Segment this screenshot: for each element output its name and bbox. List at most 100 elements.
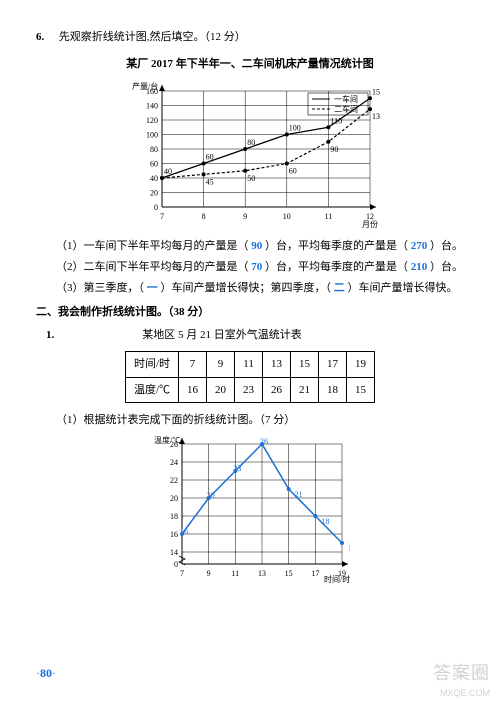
th-17: 17 xyxy=(319,351,347,377)
svg-text:23: 23 xyxy=(233,464,241,473)
svg-text:11: 11 xyxy=(325,212,333,221)
svg-text:15: 15 xyxy=(285,569,293,578)
q2-1-sub1: （1）根据统计表完成下面的折线统计图。（7 分） xyxy=(36,411,464,430)
q6-sub1-c: ）台。 xyxy=(430,240,463,252)
watermark-sub: MXQE.COM xyxy=(440,686,490,701)
th-13: 13 xyxy=(263,351,291,377)
svg-text:90: 90 xyxy=(330,145,338,154)
svg-text:80: 80 xyxy=(247,138,255,147)
table-row: 时间/时 7 9 11 13 15 17 19 xyxy=(125,351,374,377)
th-19: 19 xyxy=(347,351,375,377)
svg-text:140: 140 xyxy=(146,102,158,111)
svg-text:150: 150 xyxy=(372,88,380,97)
svg-text:22: 22 xyxy=(170,476,178,485)
q6-sub3-c: ）车间产量增长得快。 xyxy=(348,282,458,294)
svg-text:21: 21 xyxy=(295,490,303,499)
svg-text:60: 60 xyxy=(150,160,158,169)
svg-text:15: 15 xyxy=(348,544,350,553)
page-number: ·80· xyxy=(36,663,56,683)
svg-text:8: 8 xyxy=(202,212,206,221)
q6-sub2: （2）二车间下半年平均每月的产量是（ 70 ）台，平均每季度的产量是（ 210 … xyxy=(36,258,464,277)
q6-chart: 204060801001201401600789101112产量/台月份一车间二… xyxy=(120,79,380,229)
svg-text:120: 120 xyxy=(146,116,158,125)
q6-number: 6. xyxy=(36,28,56,47)
td-19: 15 xyxy=(347,377,375,403)
td-17: 18 xyxy=(319,377,347,403)
svg-text:60: 60 xyxy=(289,167,297,176)
svg-text:45: 45 xyxy=(206,178,214,187)
q6-sub2-a: （2）二车间下半年平均每月的产量是（ xyxy=(56,261,251,273)
th-11: 11 xyxy=(235,351,263,377)
svg-text:17: 17 xyxy=(311,569,319,578)
svg-text:月份: 月份 xyxy=(362,219,378,229)
td-11: 23 xyxy=(235,377,263,403)
q6-sub1-ans1: 90 xyxy=(251,240,262,252)
svg-text:80: 80 xyxy=(150,145,158,154)
q6-prompt: 先观察折线统计图,然后填空。（12 分） xyxy=(59,31,246,43)
svg-text:100: 100 xyxy=(289,124,301,133)
svg-text:20: 20 xyxy=(207,491,215,500)
q6-sub3-a: （3）第三季度，（ xyxy=(56,282,147,294)
svg-text:7: 7 xyxy=(180,569,184,578)
q6-sub2-ans2: 210 xyxy=(411,261,428,273)
svg-text:20: 20 xyxy=(150,189,158,198)
td-7: 16 xyxy=(179,377,207,403)
q2-1-number: 1. xyxy=(36,326,54,345)
q6-chart-svg: 204060801001201401600789101112产量/台月份一车间二… xyxy=(120,79,380,229)
td-13: 26 xyxy=(263,377,291,403)
td-temp: 温度/℃ xyxy=(125,377,178,403)
q6-sub2-c: ）台。 xyxy=(430,261,463,273)
svg-text:18: 18 xyxy=(321,517,329,526)
q6-sub1-a: （1）一车间下半年平均每月的产量是（ xyxy=(56,240,251,252)
svg-text:一车间: 一车间 xyxy=(334,94,358,104)
q2-1-table-title: 某地区 5 月 21 日室外气温统计表 xyxy=(57,326,387,345)
q6-sub1-b: ）台，平均每季度的产量是（ xyxy=(265,240,411,252)
svg-text:7: 7 xyxy=(160,212,164,221)
svg-text:100: 100 xyxy=(146,131,158,140)
svg-text:20: 20 xyxy=(170,494,178,503)
svg-text:10: 10 xyxy=(283,212,291,221)
svg-text:13: 13 xyxy=(258,569,266,578)
q6-sub2-b: ）台，平均每季度的产量是（ xyxy=(265,261,411,273)
svg-text:110: 110 xyxy=(330,117,342,126)
th-15: 15 xyxy=(291,351,319,377)
svg-text:50: 50 xyxy=(247,174,255,183)
svg-text:11: 11 xyxy=(231,569,239,578)
svg-text:40: 40 xyxy=(164,167,172,176)
svg-text:温度/℃: 温度/℃ xyxy=(154,435,180,445)
q6-sub1: （1）一车间下半年平均每月的产量是（ 90 ）台，平均每季度的产量是（ 270 … xyxy=(36,237,464,256)
table-row: 温度/℃ 16 20 23 26 21 18 15 xyxy=(125,377,374,403)
q6-sub2-ans1: 70 xyxy=(251,261,262,273)
svg-text:产量/台: 产量/台 xyxy=(132,81,158,91)
q2-1-table: 时间/时 7 9 11 13 15 17 19 温度/℃ 16 20 23 26… xyxy=(125,351,375,403)
svg-text:时间/时: 时间/时 xyxy=(324,574,350,584)
svg-text:40: 40 xyxy=(150,174,158,183)
q6-sub3-ans1: 一 xyxy=(147,282,158,294)
q6-line: 6. 先观察折线统计图,然后填空。（12 分） xyxy=(36,28,464,47)
td-9: 20 xyxy=(207,377,235,403)
svg-text:0: 0 xyxy=(174,560,178,569)
svg-text:14: 14 xyxy=(170,548,178,557)
svg-text:26: 26 xyxy=(260,437,268,446)
q2-1-chart-svg: 141618202224260791113151719温度/℃时间/时16202… xyxy=(150,434,350,584)
svg-text:24: 24 xyxy=(170,458,178,467)
svg-text:0: 0 xyxy=(154,203,158,212)
svg-text:9: 9 xyxy=(207,569,211,578)
th-9: 9 xyxy=(207,351,235,377)
q6-chart-title: 某厂 2017 年下半年一、二车间机床产量情况统计图 xyxy=(36,55,464,74)
svg-text:18: 18 xyxy=(170,512,178,521)
svg-text:9: 9 xyxy=(243,212,247,221)
page-num: 80 xyxy=(40,666,52,680)
th-7: 7 xyxy=(179,351,207,377)
q2-1-chart: 141618202224260791113151719温度/℃时间/时16202… xyxy=(150,434,350,584)
td-15: 21 xyxy=(291,377,319,403)
svg-text:135: 135 xyxy=(372,113,380,122)
q6-sub3-b: ）车间产量增长得快；第四季度，（ xyxy=(161,282,334,294)
q2-1-line: 1. 某地区 5 月 21 日室外气温统计表 xyxy=(36,326,464,345)
q6-sub1-ans2: 270 xyxy=(411,240,428,252)
section2-heading: 二、我会制作折线统计图。（38 分） xyxy=(36,303,464,322)
th-time: 时间/时 xyxy=(125,351,178,377)
svg-text:16: 16 xyxy=(180,527,188,536)
svg-text:60: 60 xyxy=(206,153,214,162)
svg-text:16: 16 xyxy=(170,530,178,539)
